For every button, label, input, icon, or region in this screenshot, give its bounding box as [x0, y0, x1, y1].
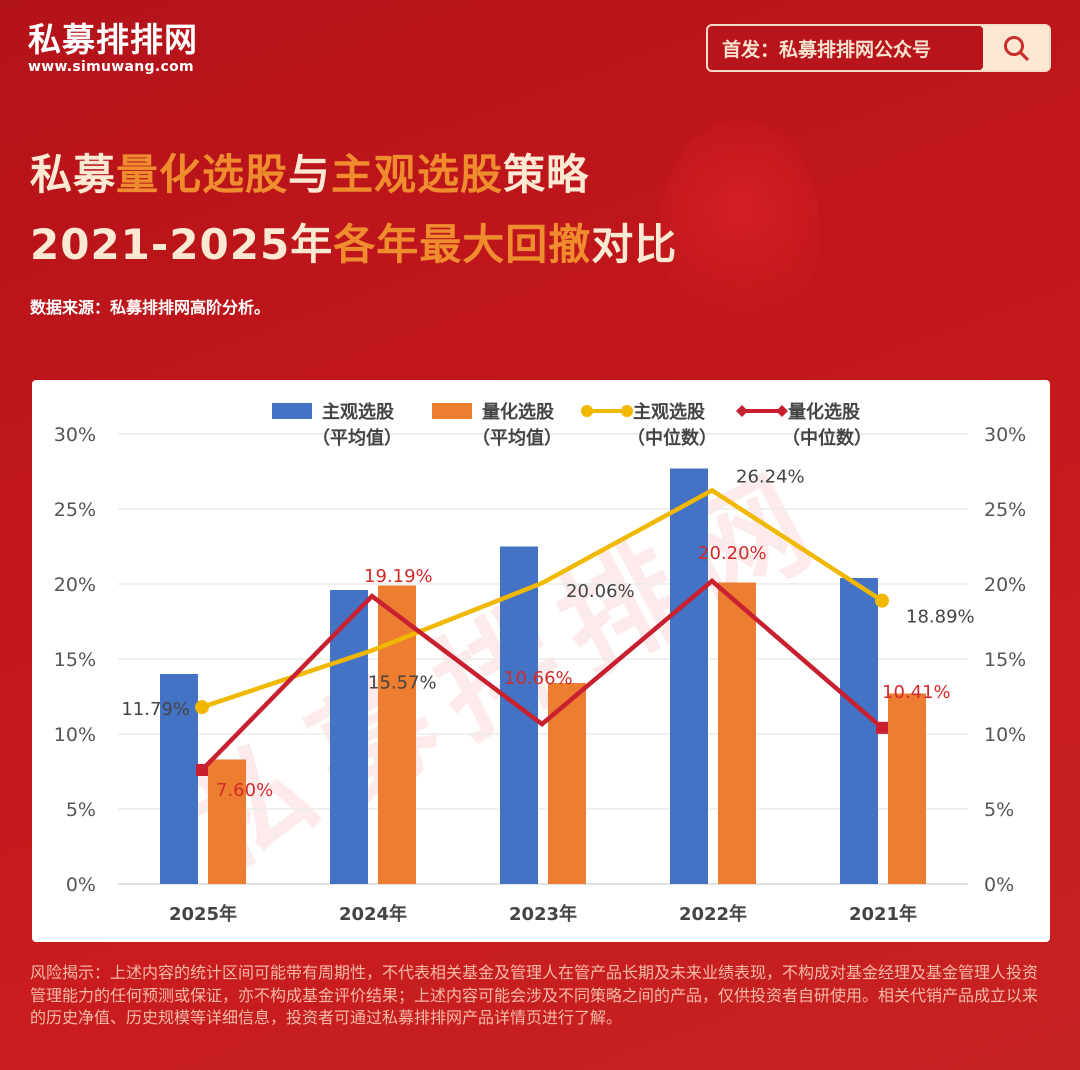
title-segment: 量化选股: [116, 150, 289, 199]
data-label: 10.66%: [504, 668, 573, 689]
bar: [670, 468, 708, 884]
x-tick: 2023年: [509, 903, 577, 925]
bar: [888, 693, 926, 884]
logo-url: www.simuwang.com: [28, 59, 194, 75]
legend-swatch: [272, 403, 312, 419]
y-tick-left: 25%: [54, 499, 96, 521]
y-tick-left: 10%: [54, 724, 96, 746]
y-tick-left: 15%: [54, 649, 96, 671]
search-label: 首发：私募排排网公众号: [708, 26, 983, 70]
x-tick: 2022年: [679, 903, 747, 925]
legend-label: 量化选股: [482, 401, 555, 423]
legend-label: 主观选股: [633, 401, 706, 423]
legend-marker: [776, 405, 788, 417]
line-series: [200, 578, 884, 772]
y-tick-right: 0%: [984, 874, 1014, 896]
legend-label: （中位数）: [782, 427, 872, 449]
legend-label: （平均值）: [312, 427, 402, 449]
legend-marker: [736, 405, 748, 417]
legend-label: （中位数）: [627, 427, 717, 449]
legend-label: 主观选股: [322, 401, 395, 423]
line-marker: [195, 700, 209, 715]
line-marker: [876, 721, 888, 734]
bar: [718, 582, 756, 884]
background-glow: [660, 120, 820, 340]
title-segment: 策略: [503, 150, 590, 199]
legend-label: 量化选股: [788, 401, 861, 423]
x-tick: 2021年: [849, 903, 917, 925]
x-tick: 2024年: [339, 903, 407, 925]
y-tick-left: 30%: [54, 424, 96, 446]
data-label: 10.41%: [882, 682, 951, 703]
title-segment: 主观选股: [331, 150, 504, 199]
title-segment: 私募: [30, 150, 117, 199]
title-segment: 各年最大回撤: [333, 220, 592, 269]
y-tick-right: 5%: [984, 799, 1014, 821]
y-tick-left: 20%: [54, 574, 96, 596]
legend-marker: [621, 405, 633, 417]
title-segment: 与: [288, 150, 332, 199]
y-tick-left: 5%: [66, 799, 96, 821]
y-tick-left: 0%: [66, 874, 96, 896]
logo-text: 私募排排网: [28, 20, 198, 59]
title-line-1: 私募量化选股与主观选股策略: [30, 140, 677, 210]
title-segment: 2021-2025年: [30, 220, 334, 269]
page-title: 私募量化选股与主观选股策略 2021-2025年各年最大回撤对比: [30, 140, 677, 280]
drawdown-chart: 私募排排网0%0%5%5%10%10%15%15%20%20%25%25%30%…: [54, 401, 1026, 925]
legend-marker: [581, 405, 593, 417]
y-tick-right: 30%: [984, 424, 1026, 446]
search-box[interactable]: 首发：私募排排网公众号: [706, 24, 1051, 72]
bar: [160, 674, 198, 884]
data-source: 数据来源：私募排排网高阶分析。: [30, 298, 271, 317]
brand-logo[interactable]: 私募排排网 www.simuwang.com: [28, 20, 198, 76]
data-label: 26.24%: [736, 466, 805, 487]
data-label: 20.20%: [698, 543, 767, 564]
legend-swatch: [432, 403, 472, 419]
data-label: 11.79%: [121, 699, 190, 720]
y-tick-right: 20%: [984, 574, 1026, 596]
bar: [840, 578, 878, 884]
data-label: 7.60%: [216, 780, 273, 801]
x-tick: 2025年: [169, 903, 237, 925]
data-label: 18.89%: [906, 607, 975, 628]
line-marker: [875, 593, 889, 608]
search-button[interactable]: [983, 26, 1049, 70]
y-tick-right: 10%: [984, 724, 1026, 746]
chart-card: 私募排排网0%0%5%5%10%10%15%15%20%20%25%25%30%…: [32, 380, 1050, 942]
line-marker: [196, 764, 208, 776]
y-tick-right: 25%: [984, 499, 1026, 521]
bar: [330, 590, 368, 884]
title-segment: 对比: [591, 220, 678, 269]
bar: [208, 759, 246, 884]
title-line-2: 2021-2025年各年最大回撤对比: [30, 210, 677, 280]
search-icon: [1004, 36, 1029, 61]
bar: [378, 585, 416, 884]
data-label: 15.57%: [368, 672, 437, 693]
data-label: 19.19%: [364, 566, 433, 587]
data-label: 20.06%: [566, 581, 635, 602]
risk-disclaimer: 风险揭示：上述内容的统计区间可能带有周期性，不代表相关基金及管理人在管产品长期及…: [30, 963, 1039, 1027]
legend-label: （平均值）: [472, 427, 562, 449]
y-tick-right: 15%: [984, 649, 1026, 671]
line-series: [201, 487, 884, 710]
